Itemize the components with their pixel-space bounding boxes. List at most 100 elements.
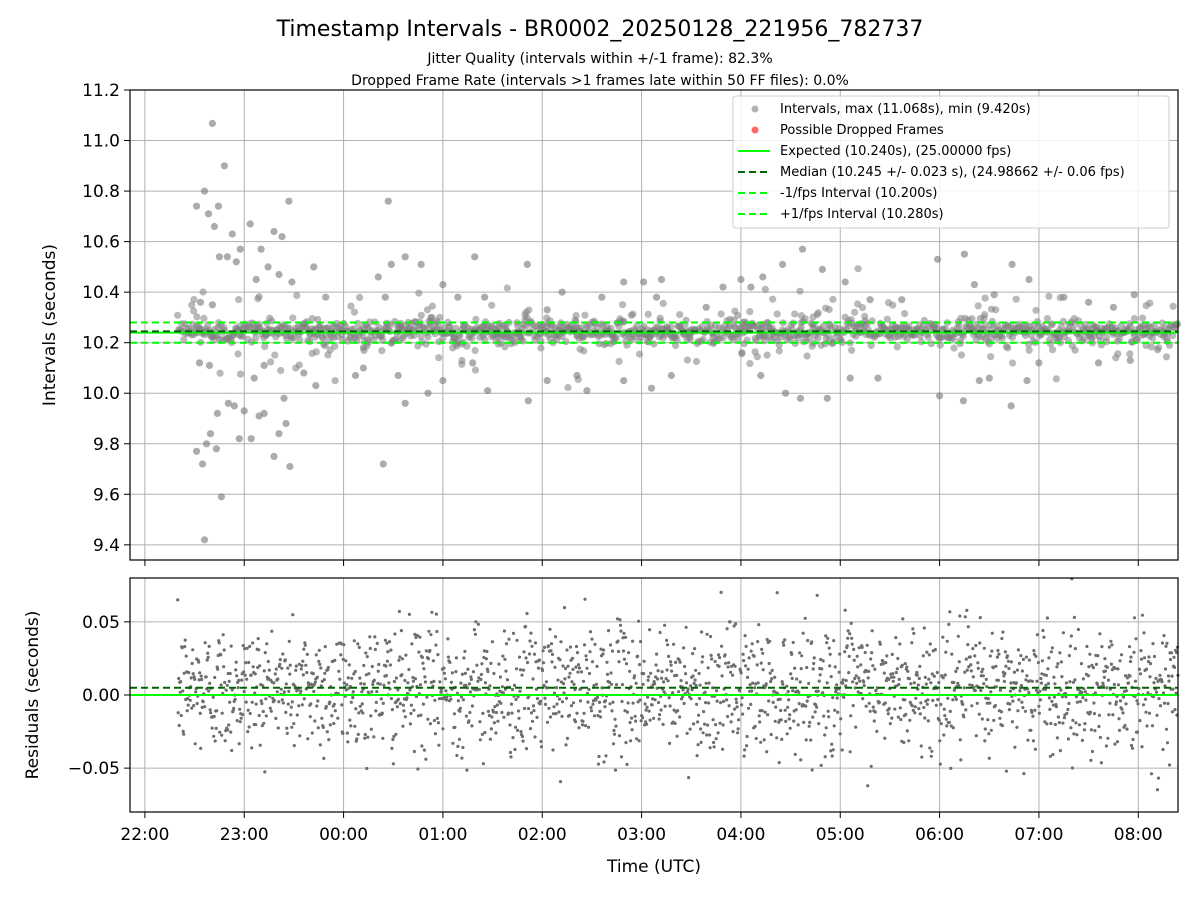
residual-point xyxy=(284,710,288,715)
residual-point xyxy=(190,706,194,710)
x-tick-label-5: 03:00 xyxy=(617,825,666,845)
residual-point xyxy=(733,707,737,711)
residual-point xyxy=(669,660,673,664)
interval-point xyxy=(852,332,860,340)
interval-outlier-point xyxy=(210,222,218,231)
residual-point xyxy=(1082,728,1086,732)
residual-point xyxy=(836,710,840,714)
residual-point xyxy=(1136,702,1140,706)
residual-point xyxy=(762,738,766,742)
residual-point xyxy=(183,638,187,642)
residual-point xyxy=(528,639,532,643)
residual-point xyxy=(660,676,664,680)
residual-point xyxy=(284,682,288,686)
interval-point xyxy=(1043,315,1051,323)
residual-point xyxy=(625,762,629,767)
residual-point xyxy=(1004,769,1009,773)
residual-point xyxy=(362,663,366,668)
residual-point xyxy=(269,709,273,713)
residual-point xyxy=(192,704,196,708)
residual-point xyxy=(753,724,757,728)
interval-point xyxy=(717,310,725,318)
residual-point xyxy=(496,719,500,723)
interval-outlier-point xyxy=(260,361,268,369)
residual-point xyxy=(346,676,350,680)
residual-point xyxy=(711,718,715,722)
residual-point xyxy=(1066,737,1070,741)
residual-point xyxy=(903,698,907,702)
interval-point xyxy=(494,340,502,348)
residual-point xyxy=(1121,695,1126,699)
residual-point xyxy=(190,661,194,666)
residual-point xyxy=(835,696,839,700)
residual-point xyxy=(735,700,739,705)
residual-point xyxy=(1110,643,1114,647)
residual-point xyxy=(1138,719,1142,723)
residual-point xyxy=(1025,674,1029,678)
residual-point xyxy=(1085,644,1089,649)
residual-point xyxy=(527,652,532,656)
residual-point xyxy=(1107,713,1111,717)
residual-point xyxy=(280,666,284,670)
residual-point xyxy=(614,683,619,687)
residual-point xyxy=(1097,713,1101,717)
residual-point xyxy=(675,673,679,678)
residual-point xyxy=(590,637,594,641)
residual-point xyxy=(557,710,561,714)
residual-point xyxy=(868,709,872,713)
residual-point xyxy=(570,680,574,684)
residual-point xyxy=(1099,761,1103,765)
residual-point xyxy=(631,701,635,705)
residual-point xyxy=(1024,678,1028,682)
interval-point xyxy=(347,302,355,310)
residual-point xyxy=(1014,681,1019,685)
residual-point xyxy=(638,698,642,702)
intervals-ytick-label-6: 10.6 xyxy=(82,233,120,253)
residual-point xyxy=(786,689,790,694)
interval-outlier-point xyxy=(247,435,255,443)
residual-point xyxy=(748,683,752,687)
interval-point xyxy=(719,334,727,342)
residual-point xyxy=(926,698,930,702)
residual-point xyxy=(1160,641,1165,645)
residual-point xyxy=(1112,682,1116,687)
residual-point xyxy=(224,688,228,692)
residual-point xyxy=(662,690,666,694)
residual-point xyxy=(704,701,708,705)
residual-point xyxy=(1101,681,1105,685)
interval-point xyxy=(699,335,707,343)
residual-point xyxy=(647,709,651,713)
residual-point xyxy=(186,696,190,701)
interval-outlier-point xyxy=(975,377,983,385)
residual-point xyxy=(555,702,559,706)
interval-point xyxy=(503,284,511,292)
residual-point xyxy=(388,663,392,667)
residual-point xyxy=(1034,688,1038,692)
residual-point xyxy=(680,697,684,701)
residual-point xyxy=(368,635,372,639)
interval-point xyxy=(576,324,584,332)
legend-label-median: Median (10.245 +/- 0.023 s), (24.98662 +… xyxy=(780,165,1125,180)
residual-point xyxy=(213,675,217,680)
residual-point xyxy=(987,732,991,736)
residual-point xyxy=(565,736,570,741)
residual-point xyxy=(1167,679,1171,683)
residual-point xyxy=(1116,667,1120,671)
residual-point xyxy=(453,725,457,730)
residual-point xyxy=(639,719,643,723)
interval-outlier-point xyxy=(558,288,566,296)
residual-point xyxy=(226,728,230,732)
residual-point xyxy=(587,687,591,692)
residual-point xyxy=(309,702,313,706)
residual-point xyxy=(884,679,888,683)
interval-outlier-point xyxy=(278,233,286,241)
interval-point xyxy=(650,340,658,348)
residual-point xyxy=(469,675,473,679)
residual-point xyxy=(289,713,293,717)
residual-point xyxy=(789,672,793,676)
interval-point xyxy=(883,315,891,323)
residual-point xyxy=(450,671,454,675)
residual-point xyxy=(511,736,515,740)
residual-point xyxy=(525,660,530,665)
residual-point xyxy=(459,695,463,699)
